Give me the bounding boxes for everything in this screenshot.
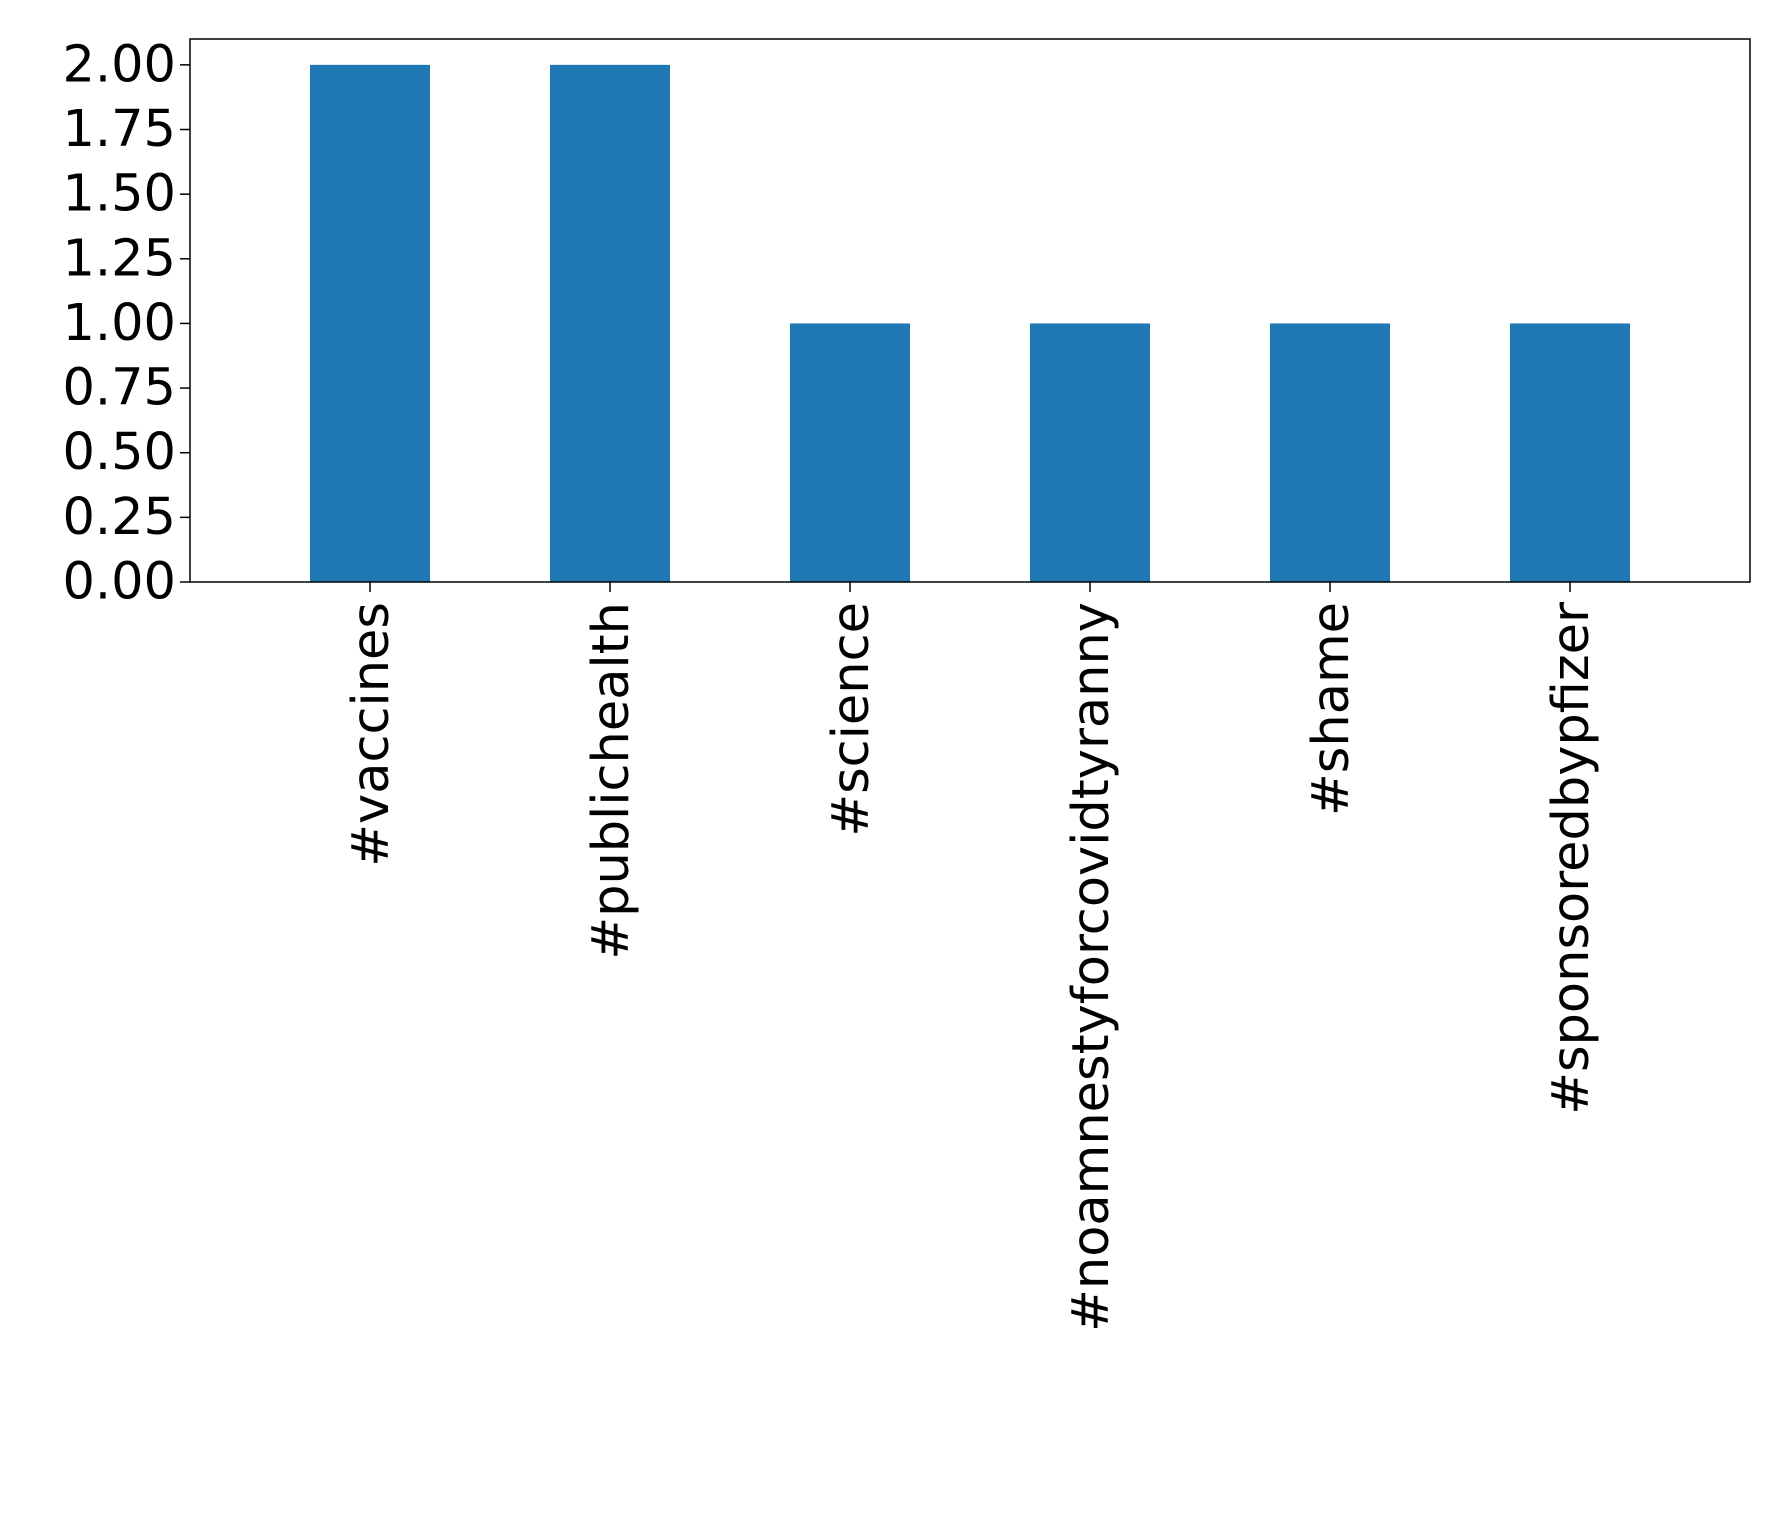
bars-layer (310, 64, 1630, 583)
x-tick-label: #noamnestyforcovidtyranny (1062, 602, 1121, 1332)
x-tick-label: #science (822, 602, 881, 837)
x-tick-label: #publichealth (582, 602, 641, 960)
y-tick-label: 1.25 (62, 229, 176, 288)
y-tick-label: 0.75 (62, 359, 176, 418)
y-tick-label: 1.50 (62, 165, 176, 224)
bar-noamnestyforcovidtyranny (1030, 323, 1150, 582)
plot-frame (189, 38, 1751, 583)
y-tick-label: 1.75 (62, 100, 176, 159)
y-tick-label: 0.00 (62, 553, 176, 612)
bar-sponsoredbypfizer (1510, 323, 1630, 582)
x-tick-label: #vaccines (342, 602, 401, 867)
x-axis: #vaccines #publichealth #science #noamnesty… (342, 582, 1601, 1332)
y-tick-label: 1.00 (62, 294, 176, 353)
y-axis: 0.00 0.25 0.500.75 1.00 1.251.50 1.75 2.00 (62, 35, 190, 612)
x-tick-label: #shame (1302, 602, 1361, 816)
x-tick-label: #sponsoredbypfizer (1542, 602, 1601, 1115)
bar-shame (1270, 323, 1390, 582)
y-tick-label: 0.25 (62, 488, 176, 547)
bar-vaccines (310, 64, 430, 583)
bar-science (790, 323, 910, 582)
y-tick-label: 2.00 (62, 35, 176, 94)
bar-publichealth (550, 64, 670, 583)
y-tick-label: 0.50 (62, 423, 176, 482)
